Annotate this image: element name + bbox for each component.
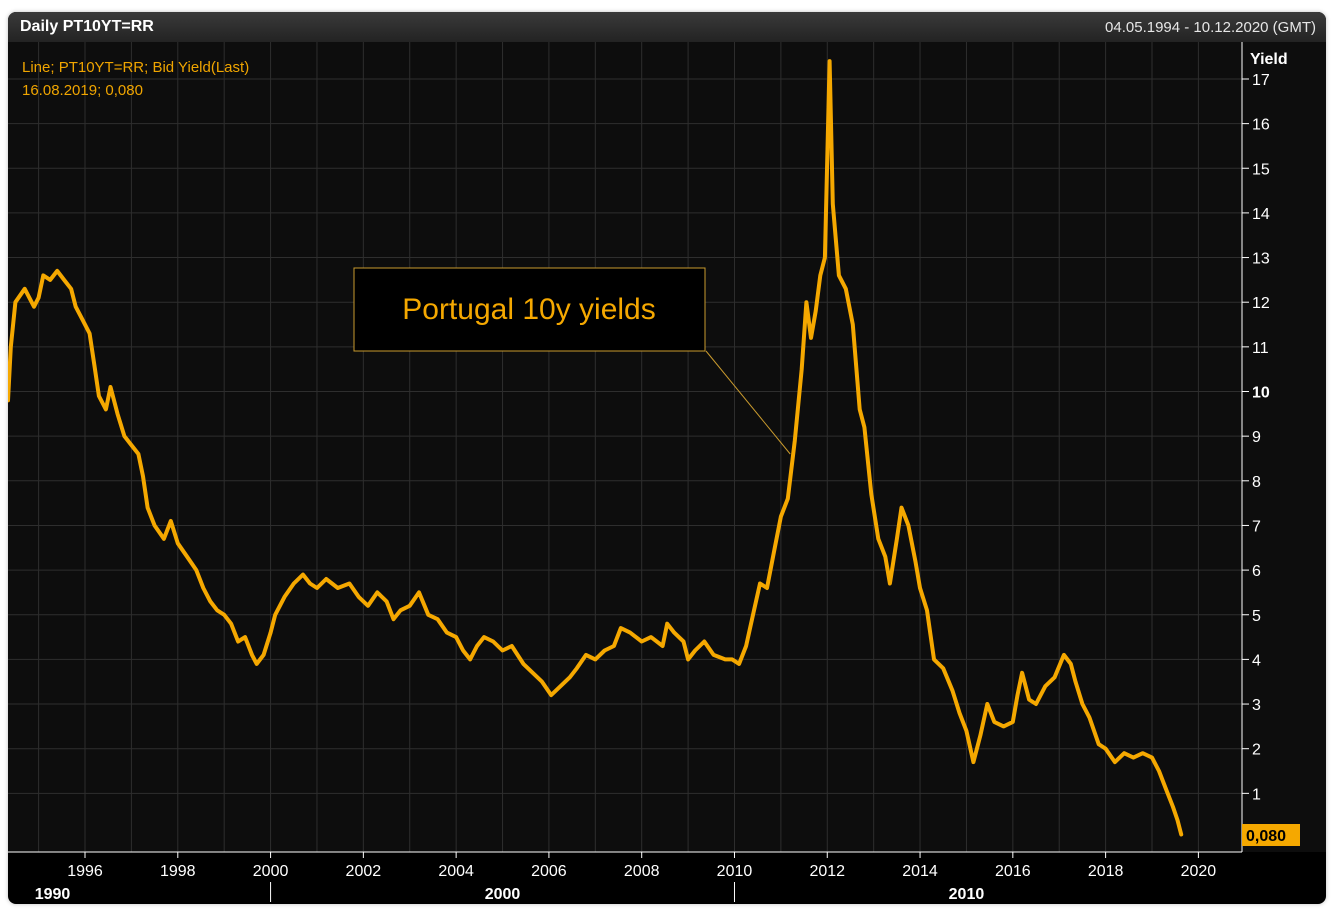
x-tick-label: 2020 (1181, 863, 1217, 880)
y-tick-label: 13 (1252, 251, 1270, 268)
annotation-box (353, 267, 706, 352)
annotation-leader-line (705, 350, 791, 455)
y-tick-label: 9 (1252, 429, 1261, 446)
x-tick-label: 2008 (624, 863, 660, 880)
annotation-text: Portugal 10y yields (402, 293, 655, 326)
x-tick-label: 2016 (995, 863, 1031, 880)
y-tick-label: 6 (1252, 563, 1261, 580)
x-tick-label: 2014 (902, 863, 938, 880)
x-tick-label: 2018 (1088, 863, 1124, 880)
y-tick-label: 2 (1252, 742, 1261, 759)
x-major-label: 1990 (35, 886, 71, 903)
x-tick-label: 1998 (160, 863, 196, 880)
x-tick-label: 2002 (346, 863, 382, 880)
y-tick-label: 17 (1252, 72, 1270, 89)
y-tick-label: 4 (1252, 652, 1261, 669)
y-tick-label: 11 (1252, 340, 1269, 357)
chart-title: Daily PT10YT=RR (20, 18, 154, 35)
y-tick-label: 16 (1252, 117, 1270, 134)
series-line-pt10yt (8, 59, 1184, 837)
x-tick-label: 2000 (253, 863, 289, 880)
x-tick-label: 2010 (717, 863, 753, 880)
legend-line-1: Line; PT10YT=RR; Bid Yield(Last) (22, 59, 249, 76)
y-tick-label: 12 (1252, 295, 1270, 312)
last-value-label: 0,080 (1246, 828, 1286, 845)
chart-window: 1 2 3 4 5 6 7 8 9 10 11 12 13 14 15 16 17 1996 1998 2000 200… (8, 12, 1326, 904)
x-tick-label: 2006 (531, 863, 567, 880)
chart-header: Daily PT10YT=RR 04.05.1994 - 10.12.2020 … (8, 12, 1326, 42)
last-value-marker: 0,080 (1242, 824, 1300, 846)
y-tick-label: 14 (1252, 206, 1270, 223)
date-range-label: 04.05.1994 - 10.12.2020 (GMT) (1105, 19, 1316, 36)
x-major-label: 2000 (485, 886, 521, 903)
x-tick-label: 2004 (438, 863, 474, 880)
last-value-badge (1242, 824, 1300, 846)
y-tick-label: 3 (1252, 697, 1261, 714)
y-tick-label: 10 (1252, 385, 1270, 402)
y-tick-label: 15 (1252, 161, 1270, 178)
plot-background (8, 42, 1326, 852)
legend-line-2: 16.08.2019; 0,080 (22, 82, 143, 99)
x-tick-label: 2012 (809, 863, 845, 880)
annotation: Portugal 10y yields (353, 267, 791, 455)
y-tick-label: 1 (1252, 786, 1261, 803)
x-tick-label: 1996 (67, 863, 103, 880)
y-tick-label: 8 (1252, 474, 1261, 491)
x-major-label: 2010 (949, 886, 985, 903)
series-group (8, 59, 1184, 837)
legend: Line; PT10YT=RR; Bid Yield(Last) 16.08.2… (22, 59, 249, 99)
y-tick-label: 7 (1252, 518, 1261, 535)
y-axis-label: Yield (1250, 51, 1288, 68)
y-tick-label: 5 (1252, 608, 1261, 625)
